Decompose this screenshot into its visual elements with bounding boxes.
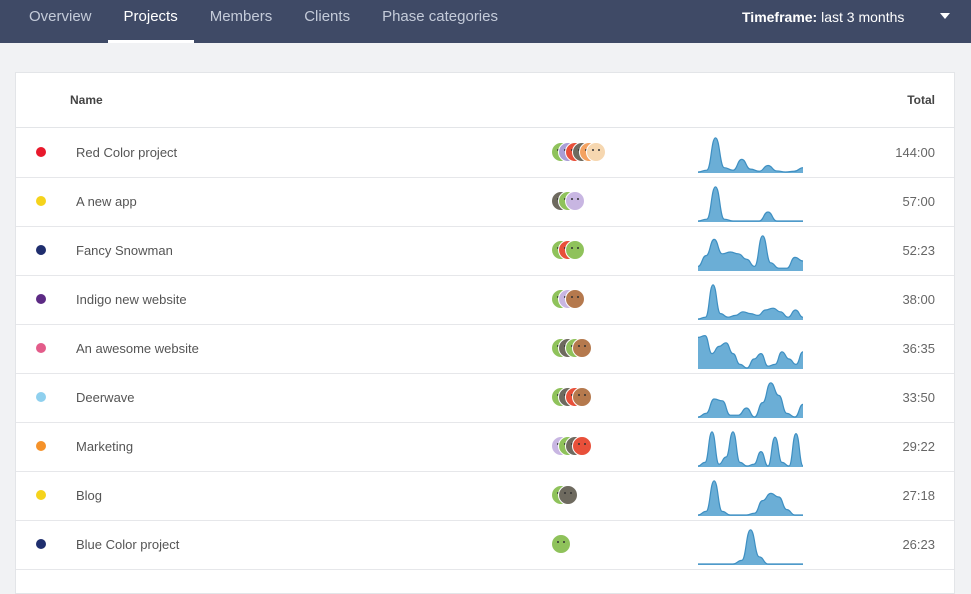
avatar[interactable] [565, 289, 585, 309]
sparkline-line [698, 529, 803, 565]
activity-sparkline [698, 529, 803, 565]
tab-clients[interactable]: Clients [304, 8, 351, 25]
project-name[interactable]: Blue Color project [76, 537, 180, 552]
activity-sparkline [698, 334, 803, 369]
project-total: 27:18 [902, 488, 935, 503]
top-navigation-bar: Overview Projects Members Clients Phase … [0, 0, 971, 43]
activity-sparkline [698, 186, 803, 222]
tab-members[interactable]: Members [209, 8, 273, 25]
sparkline-line [698, 284, 803, 320]
table-row[interactable]: Deerwave 33:50 [16, 373, 954, 423]
table-header: Name Total [16, 73, 954, 128]
table-row[interactable]: A new app 57:00 [16, 177, 954, 227]
table-row[interactable]: Fancy Snowman 52:23 [16, 226, 954, 276]
projects-table: Name Total Red Color project 144:00 A new … [15, 72, 955, 594]
table-row[interactable]: Blog 27:18 [16, 471, 954, 521]
timeframe-label: Timeframe: [742, 9, 818, 25]
activity-sparkline [698, 431, 803, 467]
table-row[interactable]: Blue Color project 26:23 [16, 520, 954, 570]
project-name[interactable]: A new app [76, 194, 137, 209]
project-color-dot [36, 294, 46, 304]
avatar[interactable] [565, 191, 585, 211]
sparkline-line [698, 431, 803, 467]
project-color-dot [36, 441, 46, 451]
project-name[interactable]: Red Color project [76, 145, 178, 160]
nav-tabs: Overview Projects Members Clients Phase … [13, 0, 514, 43]
project-total: 52:23 [902, 243, 935, 258]
timeframe-selector[interactable]: Timeframe: last 3 months [742, 0, 904, 43]
sparkline-line [698, 186, 803, 222]
tab-phase-categories[interactable]: Phase categories [382, 8, 498, 25]
avatar[interactable] [565, 240, 585, 260]
sparkline-line [698, 334, 803, 369]
activity-sparkline [698, 235, 803, 271]
table-row[interactable]: Red Color project 144:00 [16, 128, 954, 178]
project-name[interactable]: Blog [76, 488, 103, 503]
activity-sparkline [698, 480, 803, 516]
column-header-name[interactable]: Name [70, 93, 103, 107]
avatar[interactable] [551, 534, 571, 554]
avatar[interactable] [586, 142, 606, 162]
tab-projects[interactable]: Projects [107, 0, 194, 43]
project-total: 57:00 [902, 194, 935, 209]
project-name[interactable]: Marketing [76, 439, 134, 454]
avatar[interactable] [572, 387, 592, 407]
activity-sparkline [698, 382, 803, 418]
chevron-down-icon[interactable] [940, 13, 950, 19]
project-color-dot [36, 147, 46, 157]
sparkline-area [698, 186, 803, 222]
sparkline-area [698, 480, 803, 516]
avatar[interactable] [572, 436, 592, 456]
table-row[interactable]: An awesome website 36:35 [16, 324, 954, 374]
sparkline-line [698, 235, 803, 269]
project-total: 36:35 [902, 341, 935, 356]
activity-sparkline [698, 284, 803, 320]
sparkline-area [698, 284, 803, 320]
project-color-dot [36, 196, 46, 206]
project-color-dot [36, 245, 46, 255]
project-name[interactable]: An awesome website [76, 341, 199, 356]
project-total: 38:00 [902, 292, 935, 307]
project-color-dot [36, 392, 46, 402]
project-name[interactable]: Indigo new website [76, 292, 187, 307]
project-total: 29:22 [902, 439, 935, 454]
project-color-dot [36, 539, 46, 549]
project-total: 33:50 [902, 390, 935, 405]
sparkline-area [698, 529, 803, 565]
sparkline-area [698, 235, 803, 271]
sparkline-area [698, 137, 803, 173]
project-total: 26:23 [902, 537, 935, 552]
timeframe-value: last 3 months [821, 9, 905, 25]
activity-sparkline [698, 137, 803, 173]
table-row[interactable]: Marketing 29:22 [16, 422, 954, 472]
project-color-dot [36, 490, 46, 500]
sparkline-area [698, 382, 803, 418]
sparkline-line [698, 480, 803, 516]
sparkline-area [698, 335, 803, 369]
avatar[interactable] [558, 485, 578, 505]
sparkline-line [698, 137, 803, 173]
project-name[interactable]: Fancy Snowman [76, 243, 173, 258]
project-color-dot [36, 343, 46, 353]
avatar[interactable] [572, 338, 592, 358]
table-row[interactable]: Indigo new website 38:00 [16, 275, 954, 325]
project-total: 144:00 [895, 145, 935, 160]
sparkline-line [698, 382, 803, 418]
column-header-total[interactable]: Total [907, 93, 935, 107]
project-name[interactable]: Deerwave [76, 390, 135, 405]
tab-overview[interactable]: Overview [29, 8, 92, 25]
